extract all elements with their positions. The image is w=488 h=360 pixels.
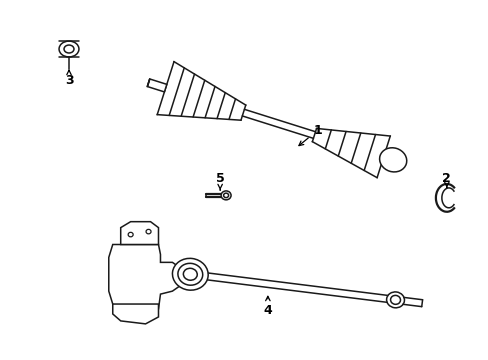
Text: 3: 3 (64, 70, 73, 87)
Polygon shape (189, 271, 387, 302)
Text: 2: 2 (442, 171, 450, 187)
Ellipse shape (386, 292, 404, 308)
Ellipse shape (172, 258, 208, 290)
Ellipse shape (146, 229, 151, 234)
Ellipse shape (386, 154, 399, 166)
Ellipse shape (223, 193, 228, 198)
Polygon shape (312, 129, 389, 178)
Text: 4: 4 (263, 296, 272, 318)
Ellipse shape (379, 148, 406, 172)
Ellipse shape (178, 263, 203, 285)
Ellipse shape (221, 191, 231, 200)
Ellipse shape (382, 151, 403, 169)
Polygon shape (242, 109, 315, 138)
Ellipse shape (390, 296, 400, 304)
Text: 1: 1 (298, 124, 321, 145)
Polygon shape (113, 304, 158, 324)
Polygon shape (121, 222, 158, 244)
Text: 5: 5 (215, 171, 224, 190)
Ellipse shape (128, 232, 133, 237)
Ellipse shape (183, 268, 197, 280)
Polygon shape (108, 244, 190, 317)
Ellipse shape (388, 156, 396, 163)
Polygon shape (147, 79, 166, 92)
Ellipse shape (59, 41, 79, 57)
Ellipse shape (64, 45, 74, 53)
Polygon shape (157, 62, 245, 120)
